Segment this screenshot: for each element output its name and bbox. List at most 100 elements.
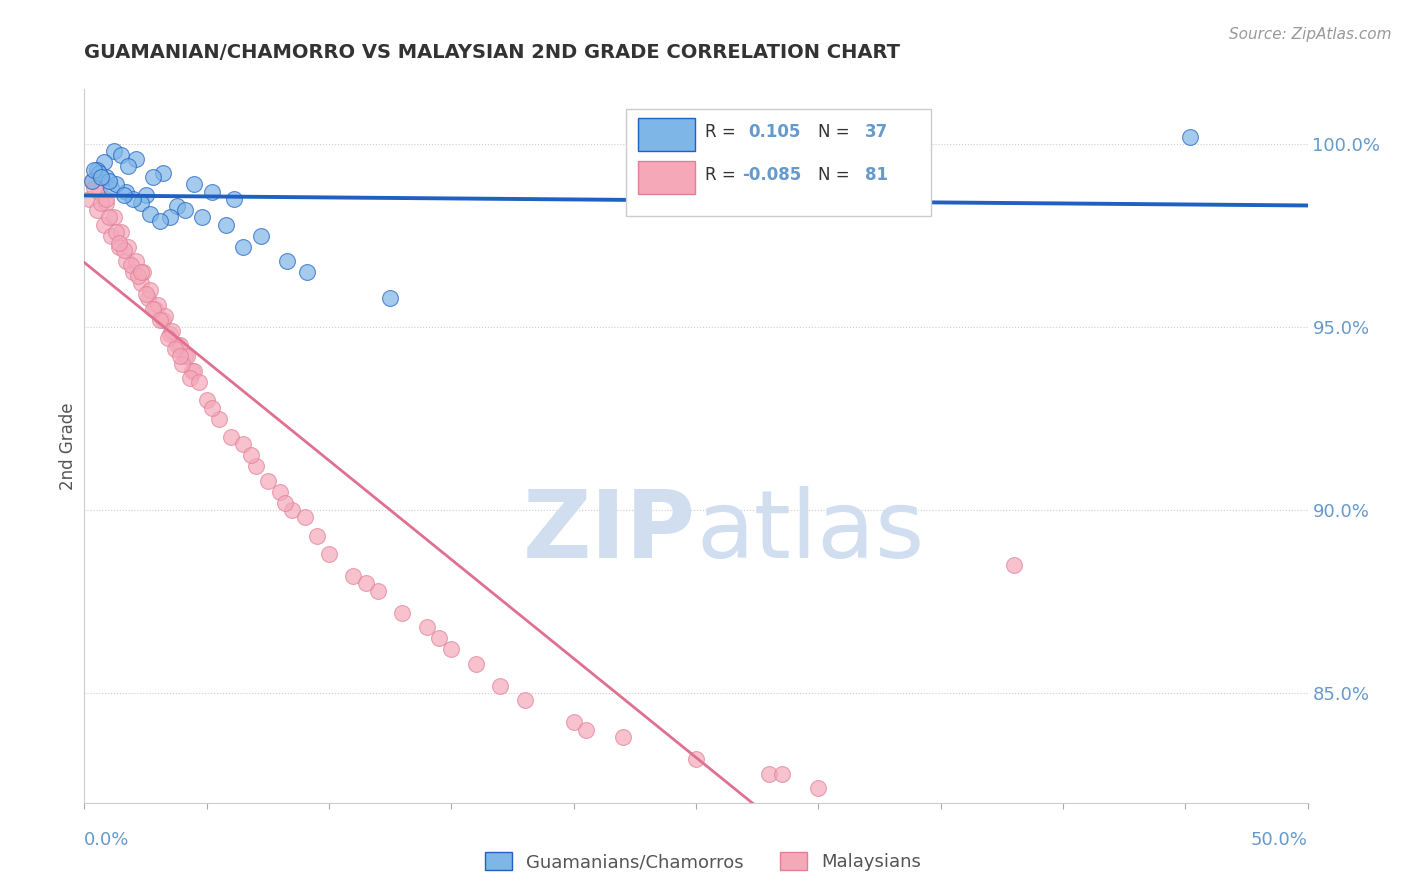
Point bbox=[129, 276, 152, 290]
Point bbox=[139, 284, 162, 298]
Point bbox=[305, 529, 328, 543]
Point bbox=[142, 169, 165, 184]
Text: Source: ZipAtlas.com: Source: ZipAtlas.com bbox=[1229, 27, 1392, 42]
Point bbox=[149, 214, 172, 228]
Point bbox=[83, 181, 105, 195]
Point bbox=[172, 357, 194, 371]
Point bbox=[169, 338, 191, 352]
Point bbox=[122, 192, 145, 206]
Text: 37: 37 bbox=[865, 123, 889, 141]
Point bbox=[100, 181, 122, 195]
Point bbox=[169, 349, 191, 363]
Point bbox=[427, 631, 450, 645]
Point bbox=[146, 298, 169, 312]
Point bbox=[173, 202, 195, 217]
Point bbox=[86, 162, 108, 177]
Point bbox=[367, 583, 389, 598]
Point bbox=[416, 620, 439, 634]
Point bbox=[380, 291, 402, 305]
Point bbox=[122, 265, 145, 279]
Point bbox=[153, 309, 176, 323]
Point bbox=[96, 195, 118, 210]
Point bbox=[195, 393, 218, 408]
Point bbox=[183, 178, 205, 192]
Point bbox=[318, 547, 340, 561]
Point bbox=[612, 730, 634, 744]
Point bbox=[80, 174, 103, 188]
Point bbox=[281, 503, 304, 517]
Text: 81: 81 bbox=[865, 166, 887, 184]
Text: R =: R = bbox=[704, 166, 741, 184]
Point bbox=[159, 327, 181, 342]
Point bbox=[222, 192, 245, 206]
Point bbox=[188, 375, 211, 389]
Point bbox=[215, 218, 238, 232]
Point bbox=[807, 781, 830, 796]
Text: 0.105: 0.105 bbox=[748, 123, 801, 141]
Point bbox=[685, 752, 707, 766]
Point bbox=[105, 178, 128, 192]
Point bbox=[90, 169, 112, 184]
Point bbox=[191, 211, 214, 225]
Point bbox=[562, 715, 585, 730]
Point bbox=[276, 254, 298, 268]
Point bbox=[208, 411, 231, 425]
Point bbox=[149, 312, 172, 326]
FancyBboxPatch shape bbox=[626, 109, 931, 216]
Point bbox=[274, 496, 297, 510]
Y-axis label: 2nd Grade: 2nd Grade bbox=[59, 402, 77, 490]
Point bbox=[294, 510, 316, 524]
Text: R =: R = bbox=[704, 123, 741, 141]
Point bbox=[135, 287, 157, 301]
FancyBboxPatch shape bbox=[638, 119, 695, 152]
Point bbox=[93, 218, 115, 232]
Point bbox=[110, 148, 132, 162]
Point bbox=[77, 192, 100, 206]
Text: N =: N = bbox=[818, 166, 855, 184]
Point bbox=[90, 195, 112, 210]
Point bbox=[115, 185, 138, 199]
Point bbox=[181, 364, 204, 378]
Point bbox=[80, 174, 103, 188]
Point bbox=[269, 484, 291, 499]
Point bbox=[575, 723, 598, 737]
Point bbox=[129, 195, 152, 210]
Point bbox=[86, 202, 108, 217]
Point bbox=[232, 437, 254, 451]
Point bbox=[173, 349, 195, 363]
Point bbox=[83, 162, 105, 177]
Point bbox=[758, 766, 780, 780]
Point bbox=[112, 188, 135, 202]
Point bbox=[464, 657, 486, 671]
Text: GUAMANIAN/CHAMORRO VS MALAYSIAN 2ND GRADE CORRELATION CHART: GUAMANIAN/CHAMORRO VS MALAYSIAN 2ND GRAD… bbox=[84, 44, 900, 62]
Text: atlas: atlas bbox=[696, 485, 924, 578]
Point bbox=[132, 265, 155, 279]
Point bbox=[489, 679, 512, 693]
Point bbox=[93, 155, 115, 169]
Point bbox=[105, 225, 128, 239]
Point bbox=[295, 265, 318, 279]
Point bbox=[232, 239, 254, 253]
Point bbox=[440, 642, 463, 657]
Point bbox=[125, 254, 148, 268]
Point bbox=[110, 225, 132, 239]
Point bbox=[127, 268, 149, 283]
Point bbox=[1178, 129, 1201, 144]
Point bbox=[152, 166, 174, 180]
Point bbox=[354, 576, 377, 591]
Point bbox=[97, 174, 120, 188]
Point bbox=[257, 474, 280, 488]
Text: -0.085: -0.085 bbox=[742, 166, 801, 184]
Point bbox=[135, 188, 157, 202]
Point bbox=[107, 235, 129, 250]
Point bbox=[183, 364, 205, 378]
Point bbox=[176, 349, 198, 363]
Point bbox=[162, 324, 184, 338]
Point bbox=[152, 312, 174, 326]
Text: 50.0%: 50.0% bbox=[1251, 831, 1308, 849]
Point bbox=[179, 371, 201, 385]
Text: ZIP: ZIP bbox=[523, 485, 696, 578]
Point bbox=[200, 185, 222, 199]
Point bbox=[391, 606, 413, 620]
Text: N =: N = bbox=[818, 123, 855, 141]
